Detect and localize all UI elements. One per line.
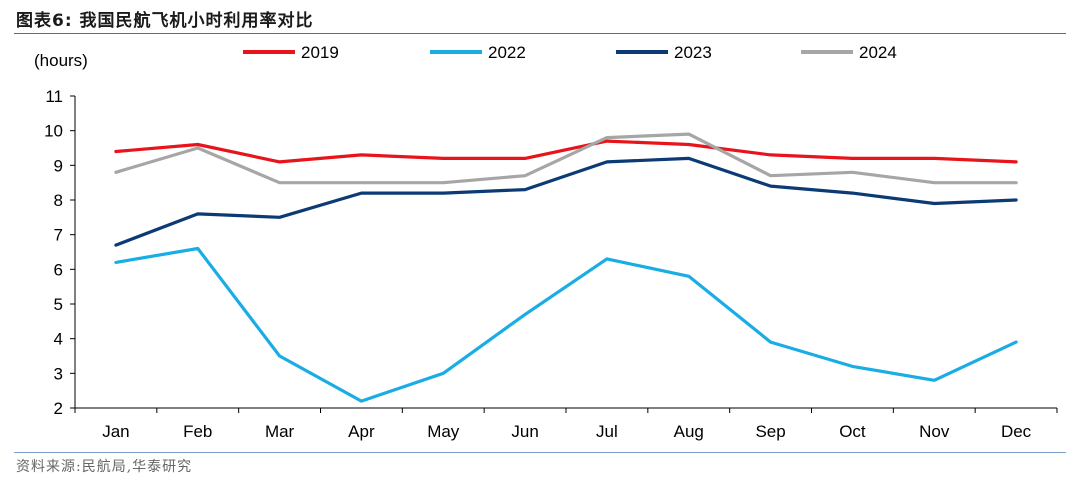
series-line-2019 [114,139,1018,164]
source-divider [14,452,1066,453]
x-tick-label: Jun [511,422,538,441]
x-tick-label: May [427,422,460,441]
y-tick-label: 11 [45,87,63,106]
x-tick-label: Feb [183,422,212,441]
legend: 2019 2022 2023 2024 [243,43,897,62]
y-tick-label: 4 [54,330,63,349]
y-tick-label: 2 [54,399,63,418]
legend-label-2019: 2019 [301,43,339,62]
series-line-2023 [114,156,1018,247]
series-line-2022 [114,246,1018,403]
series-layer [114,132,1018,403]
legend-label-2024: 2024 [859,43,897,62]
y-tick-label: 3 [54,364,63,383]
y-tick-label: 10 [44,122,63,141]
x-tick-label: Dec [1001,422,1032,441]
x-tick-label: Jan [102,422,129,441]
title-divider [14,33,1066,34]
x-tick-label: Aug [674,422,704,441]
axes: 2 3 4 5 6 7 8 9 10 11 Jan Feb Mar Apr May Jun Jul Aug Sep O… [44,87,1058,441]
x-tick-label: Oct [839,422,866,441]
y-tick-label: 9 [54,156,63,175]
y-tick-label: 8 [54,191,63,210]
legend-label-2023: 2023 [674,43,712,62]
y-tick-label: 6 [54,260,63,279]
x-tick-label: Nov [919,422,950,441]
y-tick-label: 5 [54,295,63,314]
x-tick-label: Sep [755,422,785,441]
figure-title: 图表6: 我国民航飞机小时利用率对比 [16,11,314,31]
series-line-2024 [114,132,1018,185]
x-tick-label: Jul [596,422,618,441]
legend-label-2022: 2022 [488,43,526,62]
y-axis-unit-label: (hours) [34,51,88,70]
source-note: 资料来源:民航局,华泰研究 [16,459,193,475]
y-tick-label: 7 [54,226,63,245]
x-tick-label: Mar [265,422,295,441]
x-tick-label: Apr [348,422,375,441]
